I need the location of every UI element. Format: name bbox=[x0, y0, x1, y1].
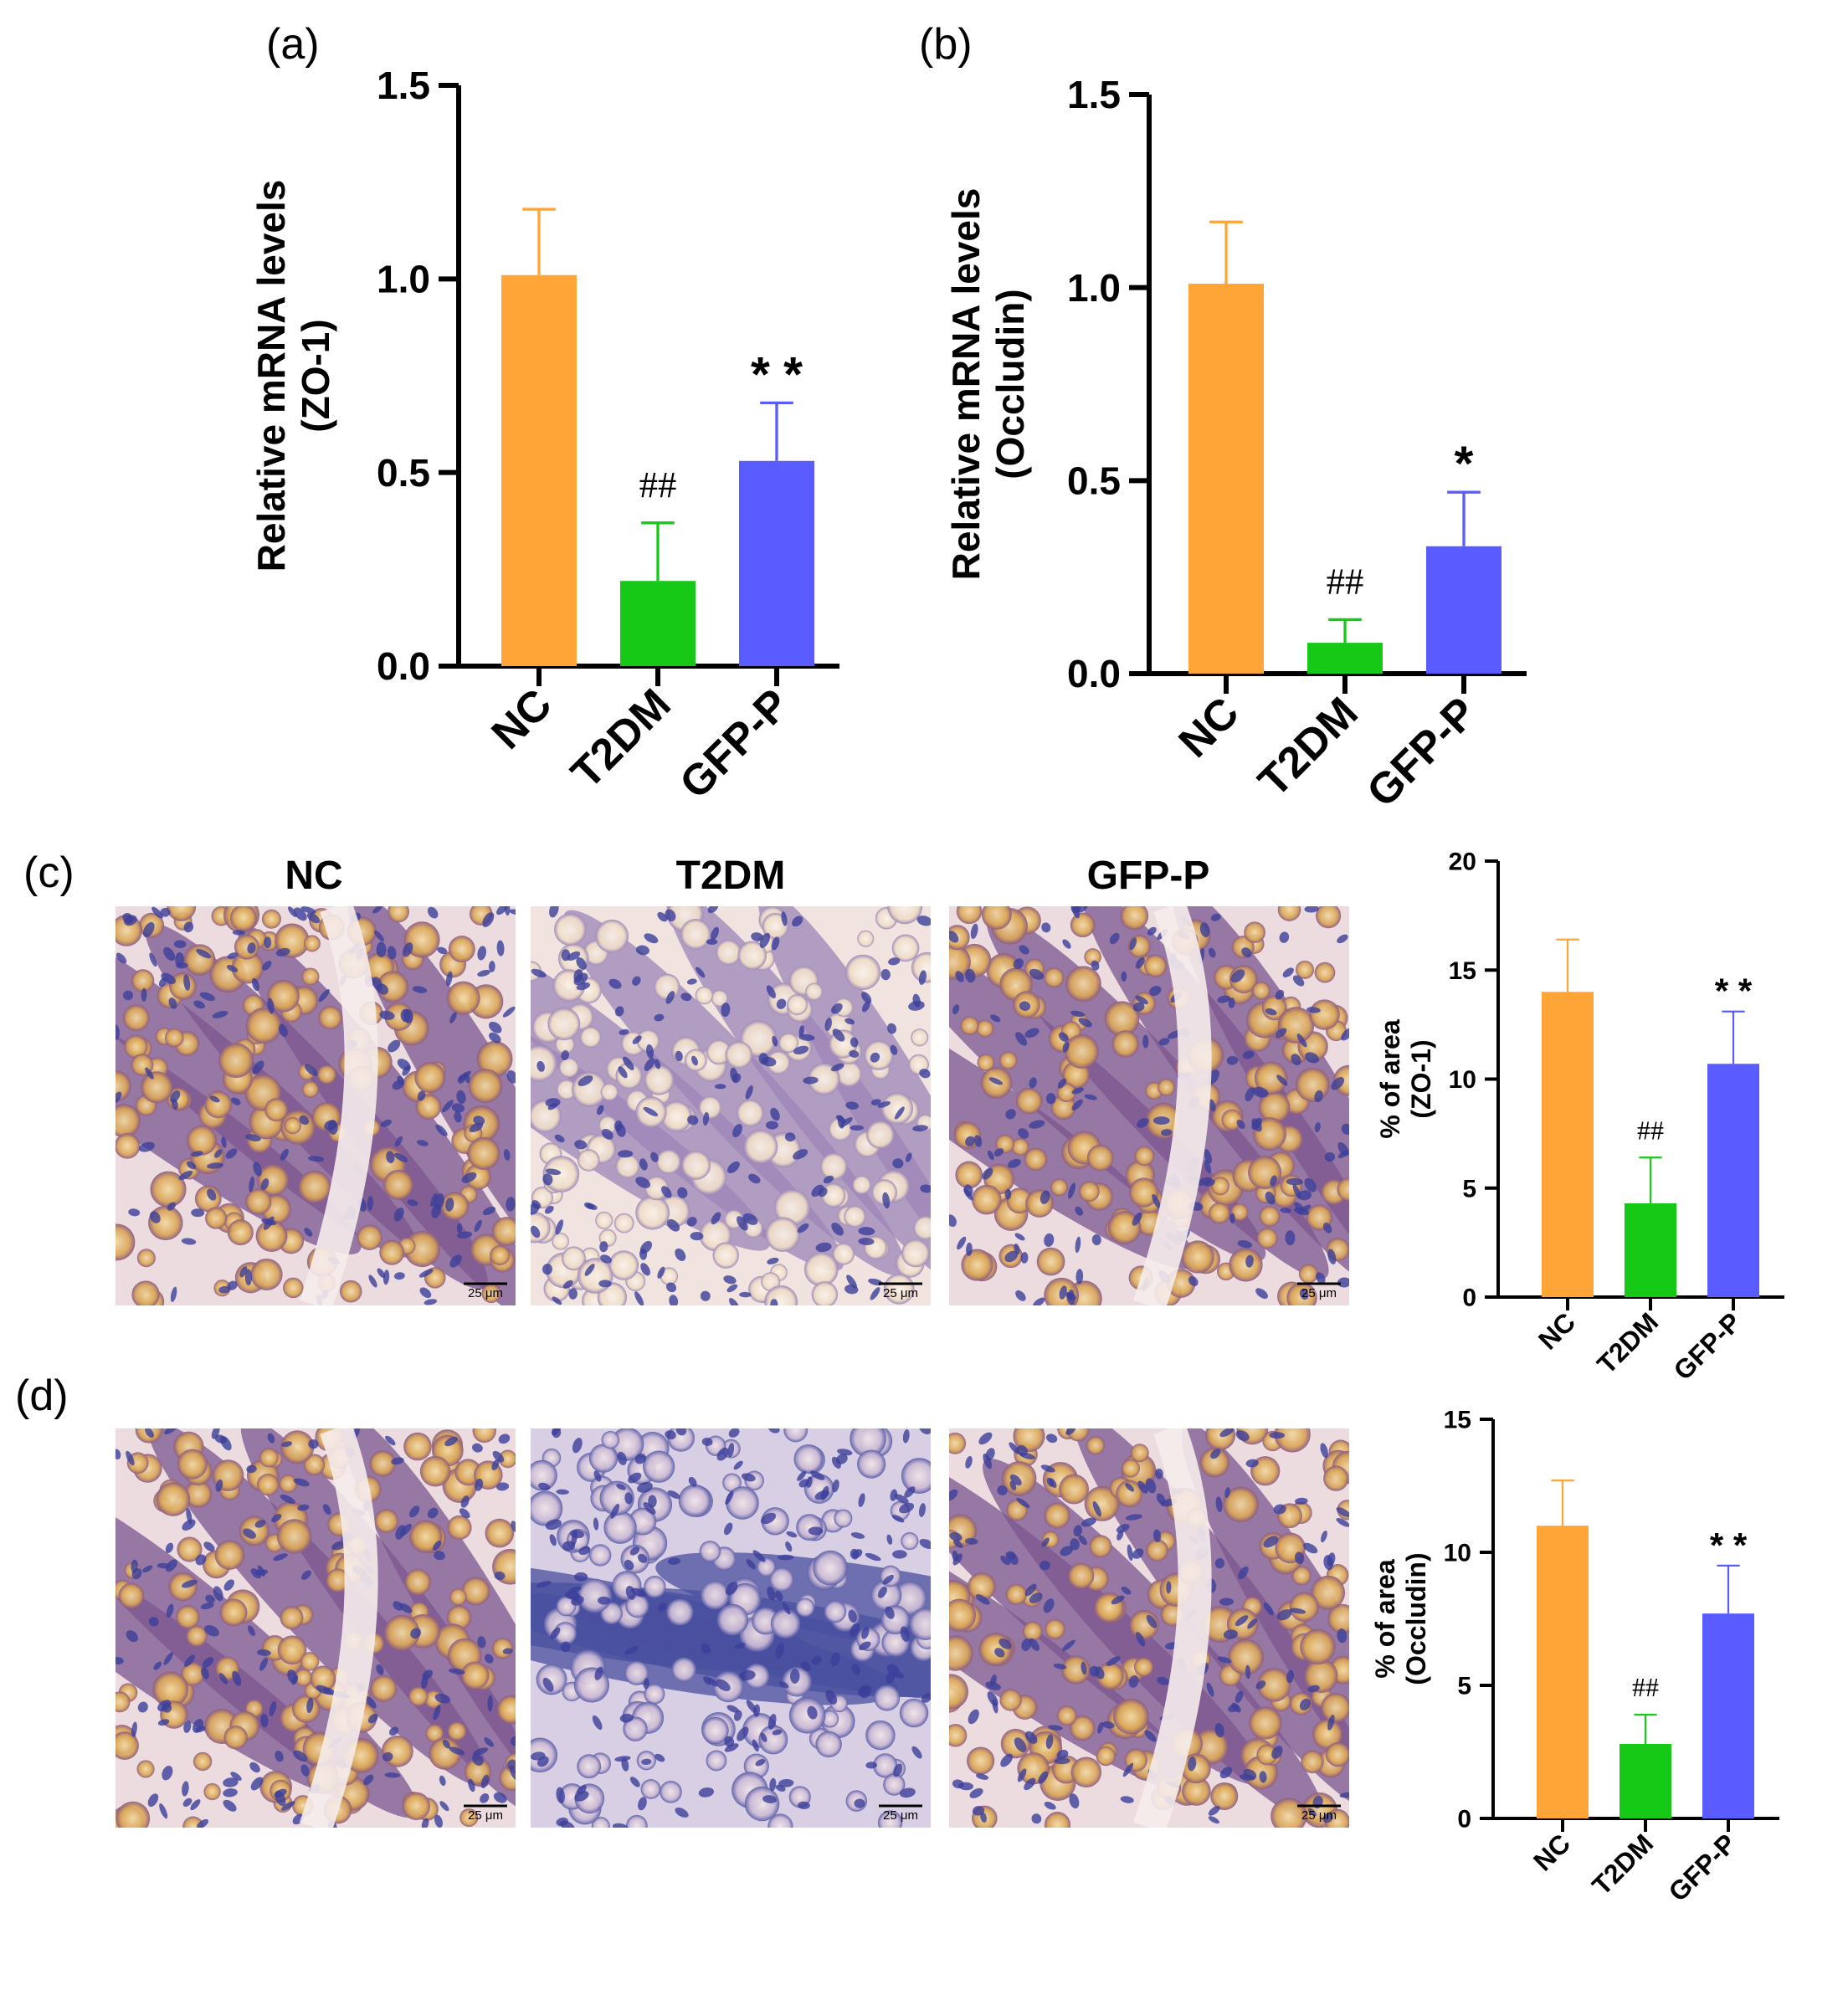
bar-t2dm bbox=[620, 581, 696, 666]
bar-nc bbox=[501, 274, 577, 666]
panel-label-a: (a) bbox=[266, 20, 320, 69]
panel-label-c: (c) bbox=[23, 849, 74, 897]
significance-gfp-p: * * bbox=[1715, 972, 1753, 1011]
micrograph-title-t2dm: T2DM bbox=[676, 854, 786, 898]
y-tick-label: 0.5 bbox=[377, 451, 430, 495]
y-tick-label: 15 bbox=[1449, 957, 1476, 985]
significance-gfp-p: * * bbox=[1710, 1526, 1748, 1565]
x-tick-label-gfp-p: GFP-P bbox=[1663, 1828, 1743, 1907]
x-tick-label-nc: NC bbox=[1532, 1306, 1581, 1355]
y-axis-label: % of area(Occludin) bbox=[1370, 1552, 1431, 1685]
x-tick-label-nc: NC bbox=[483, 680, 562, 758]
significance-t2dm: ## bbox=[639, 464, 677, 505]
micrograph-t2dm-occludin: 25 μm bbox=[531, 1428, 931, 1828]
y-tick-label: 0.0 bbox=[1067, 652, 1121, 695]
bar-gfp-p bbox=[1426, 546, 1502, 674]
x-tick-label-nc: NC bbox=[1527, 1828, 1576, 1876]
x-tick-label-t2dm: T2DM bbox=[1591, 1306, 1664, 1379]
y-tick-label: 1.5 bbox=[1067, 73, 1121, 116]
scale-bar-label: 25 μm bbox=[1301, 1286, 1337, 1300]
x-tick-label-gfp-p: GFP-P bbox=[1668, 1306, 1748, 1386]
x-tick-label-gfp-p: GFP-P bbox=[670, 680, 798, 808]
micrograph-nc-occludin: 25 μm bbox=[116, 1428, 516, 1828]
y-tick-label: 0 bbox=[1457, 1806, 1471, 1833]
bar-nc bbox=[1542, 992, 1594, 1297]
scale-bar-label: 25 μm bbox=[468, 1808, 503, 1823]
y-tick-label: 10 bbox=[1449, 1066, 1476, 1094]
y-tick-label: 0.0 bbox=[377, 644, 430, 688]
bar-gfp-p bbox=[739, 460, 814, 666]
y-tick-label: 5 bbox=[1457, 1673, 1471, 1700]
chart-a: 0.0 0.5 1.0 1.5 Relative mRNA levels(ZO-1) NC… bbox=[249, 64, 839, 808]
bar-t2dm bbox=[1620, 1743, 1671, 1818]
x-tick-label-gfp-p: GFP-P bbox=[1358, 688, 1486, 816]
x-tick-label-nc: NC bbox=[1170, 688, 1249, 767]
micrograph-gfp-p-zo1: 25 μm bbox=[949, 906, 1349, 1305]
scale-bar-label: 25 μm bbox=[468, 1286, 503, 1300]
significance-gfp-p: * * bbox=[751, 347, 803, 402]
x-tick-label-t2dm: T2DM bbox=[1250, 688, 1368, 806]
micrograph-nc-zo1: 25 μm bbox=[116, 906, 516, 1305]
x-tick-label-t2dm: T2DM bbox=[562, 680, 680, 797]
significance-t2dm: ## bbox=[1327, 561, 1364, 603]
y-axis-label: % of area(ZO-1) bbox=[1375, 1019, 1436, 1138]
bar-gfp-p bbox=[1702, 1613, 1754, 1818]
scale-bar-label: 25 μm bbox=[1301, 1808, 1337, 1823]
panel-label-b: (b) bbox=[919, 20, 973, 69]
y-axis-label: Relative mRNA levels(Occludin) bbox=[944, 188, 1032, 581]
significance-t2dm: ## bbox=[1637, 1115, 1664, 1145]
bar-nc bbox=[1537, 1526, 1589, 1818]
chart-b: 0.0 0.5 1.0 1.5 Relative mRNA levels(Occludi… bbox=[944, 73, 1527, 817]
y-tick-label: 1.0 bbox=[1067, 266, 1121, 310]
micrograph-title-gfpp: GFP-P bbox=[1087, 854, 1210, 898]
scale-bar-label: 25 μm bbox=[883, 1808, 918, 1823]
y-tick-label: 1.0 bbox=[377, 257, 430, 300]
bar-nc bbox=[1188, 284, 1264, 674]
bar-t2dm bbox=[1625, 1203, 1676, 1297]
x-tick-label-t2dm: T2DM bbox=[1586, 1828, 1659, 1900]
scale-bar-label: 25 μm bbox=[883, 1286, 918, 1300]
micrograph-t2dm-zo1: 25 μm bbox=[531, 906, 931, 1305]
y-tick-label: 0 bbox=[1462, 1285, 1476, 1312]
y-tick-label: 1.5 bbox=[377, 64, 430, 107]
y-tick-label: 15 bbox=[1444, 1407, 1471, 1434]
micrograph-title-nc: NC bbox=[285, 854, 342, 898]
panel-label-d: (d) bbox=[15, 1372, 69, 1420]
chart-c: 0 5 10 15 20 % of area(ZO-1) NC ## T2DM * * GFP-P bbox=[1375, 849, 1784, 1386]
micrograph-gfp-p-occludin: 25 μm bbox=[949, 1428, 1349, 1828]
y-tick-label: 10 bbox=[1444, 1540, 1471, 1567]
y-axis-label: Relative mRNA levels(ZO-1) bbox=[249, 180, 337, 572]
bar-t2dm bbox=[1307, 643, 1383, 674]
significance-t2dm: ## bbox=[1632, 1672, 1659, 1702]
significance-gfp-p: * bbox=[1455, 437, 1474, 491]
y-tick-label: 5 bbox=[1462, 1175, 1476, 1203]
bar-gfp-p bbox=[1707, 1064, 1759, 1297]
chart-d: 0 5 10 15 % of area(Occludin) NC ## T2DM * * GFP-… bbox=[1370, 1407, 1779, 1907]
micrograph-grid: 25 μm 25 μm 25 μm 25 μm 25 μm 25 μm bbox=[116, 906, 1349, 1828]
y-tick-label: 0.5 bbox=[1067, 459, 1121, 502]
y-tick-label: 20 bbox=[1449, 849, 1476, 876]
